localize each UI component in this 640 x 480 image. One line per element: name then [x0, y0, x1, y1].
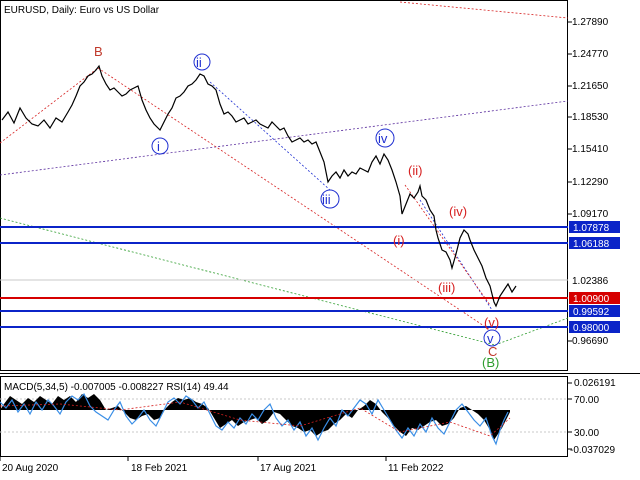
wave-label-ii: ii [196, 55, 202, 70]
time-axis: 20 Aug 2020 18 Feb 2021 17 Aug 2021 11 F… [0, 457, 444, 474]
level-tag-0-99592-text: 0.99592 [573, 307, 610, 318]
price-series-line [1, 64, 517, 308]
wave-label-sub-iv: (iv) [449, 204, 467, 219]
wave-label-iv: iv [378, 131, 388, 146]
time-axis-label: 17 Aug 2021 [260, 463, 317, 474]
wave-labels: B i ii iii iv v (i) (ii) (iii) (iv) (v) … [94, 44, 501, 370]
wave-label-B-green: (B) [482, 355, 499, 370]
green-dotted-line [0, 217, 496, 346]
wave-label-sub-ii: (ii) [408, 163, 422, 178]
level-tag-0-99592[interactable] [569, 305, 620, 317]
level-tag-1-07878[interactable] [569, 221, 620, 233]
time-axis-label: 11 Feb 2022 [388, 463, 444, 474]
wave-circle-iii [320, 189, 340, 209]
current-price-tag: 1.02386 [572, 276, 609, 287]
indicator-axis-label: 30.00 [574, 428, 599, 439]
green-dotted-right-line [494, 317, 569, 346]
level-tag-1-00900[interactable] [569, 292, 620, 304]
red-dotted-long-line [97, 67, 491, 331]
blue-dotted-wave-line [209, 81, 331, 191]
wave-label-i: i [157, 139, 160, 154]
indicator-header: MACD(5,34,5) -0.007005 -0.008227 RSI(14)… [4, 382, 229, 393]
time-axis-label: 18 Feb 2021 [131, 463, 188, 474]
level-tag-1-06188[interactable] [569, 237, 620, 249]
wave-circle-i [151, 137, 169, 155]
price-panel[interactable] [0, 0, 568, 371]
level-tag-0-98000[interactable] [569, 321, 620, 333]
wave-label-v: v [487, 331, 494, 346]
chart-header: EURUSD, Daily: Euro vs US Dollar [4, 5, 160, 16]
signal-line [0, 401, 511, 437]
trend-lines [0, 1, 569, 346]
price-axis-label: 1.18530 [572, 112, 609, 123]
indicator-axis: 0.026191 70.00 30.00 -0.037029 [568, 378, 616, 456]
rsi-line [0, 392, 509, 446]
price-axis-label: 1.24770 [572, 49, 609, 60]
time-axis-label: 20 Aug 2020 [2, 463, 59, 474]
indicator-axis-label: 70.00 [574, 395, 599, 406]
current-price-label: 1.02386 [572, 276, 609, 287]
level-tag-1-07878-text: 1.07878 [573, 223, 610, 234]
wave-label-iii: iii [322, 192, 331, 207]
wave-circle-iv [375, 128, 395, 148]
price-axis-label: 1.12290 [572, 177, 609, 188]
wave-circle-ii [193, 53, 211, 71]
wave-label-B: B [94, 44, 103, 59]
indicator-axis-label: -0.037029 [570, 445, 615, 456]
price-axis: 1.27890 1.24770 1.21650 1.18530 1.15410 … [568, 17, 609, 347]
level-tag-0-98000-text: 0.98000 [573, 323, 610, 334]
price-levels[interactable] [0, 226, 568, 328]
wave-label-sub-i: (i) [393, 233, 405, 248]
price-axis-label: 1.27890 [572, 17, 609, 28]
red-dotted-left-line [0, 67, 99, 144]
level-tags[interactable]: 1.07878 1.06188 1.00900 0.99592 0.98000 [569, 221, 620, 334]
indicator-content [0, 392, 568, 446]
wave-label-sub-v: (v) [484, 315, 499, 330]
wave-label-sub-iii: (iii) [438, 280, 455, 295]
red-dotted-sub-line [404, 184, 491, 306]
level-tag-1-06188-text: 1.06188 [573, 239, 610, 250]
price-axis-label: 1.21650 [572, 81, 609, 92]
price-axis-label: 1.09170 [572, 209, 609, 220]
wave-label-C: C [488, 344, 497, 359]
red-dotted-upper-trendline [399, 1, 569, 19]
level-tag-1-00900-text: 1.00900 [573, 294, 610, 305]
price-axis-label: 0.96690 [572, 336, 609, 347]
wave-circle-v [483, 329, 501, 347]
price-axis-label: 1.15410 [572, 144, 609, 155]
purple-dotted-channel-line [0, 100, 569, 176]
indicator-axis-label: 0.026191 [574, 378, 616, 389]
indicator-panel[interactable] [0, 376, 568, 457]
